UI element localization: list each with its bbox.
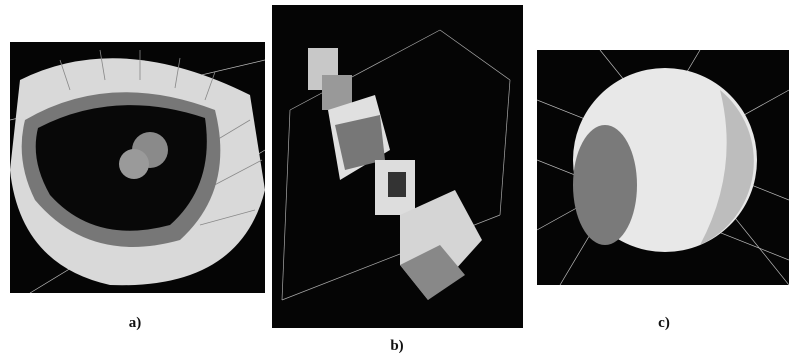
panel-b-image xyxy=(272,5,523,328)
panel-label: c) xyxy=(658,315,670,331)
panel-c-image xyxy=(537,50,789,285)
panel-label: b) xyxy=(390,338,403,354)
panel-a-image xyxy=(10,42,265,293)
panel-label: a) xyxy=(129,315,142,331)
